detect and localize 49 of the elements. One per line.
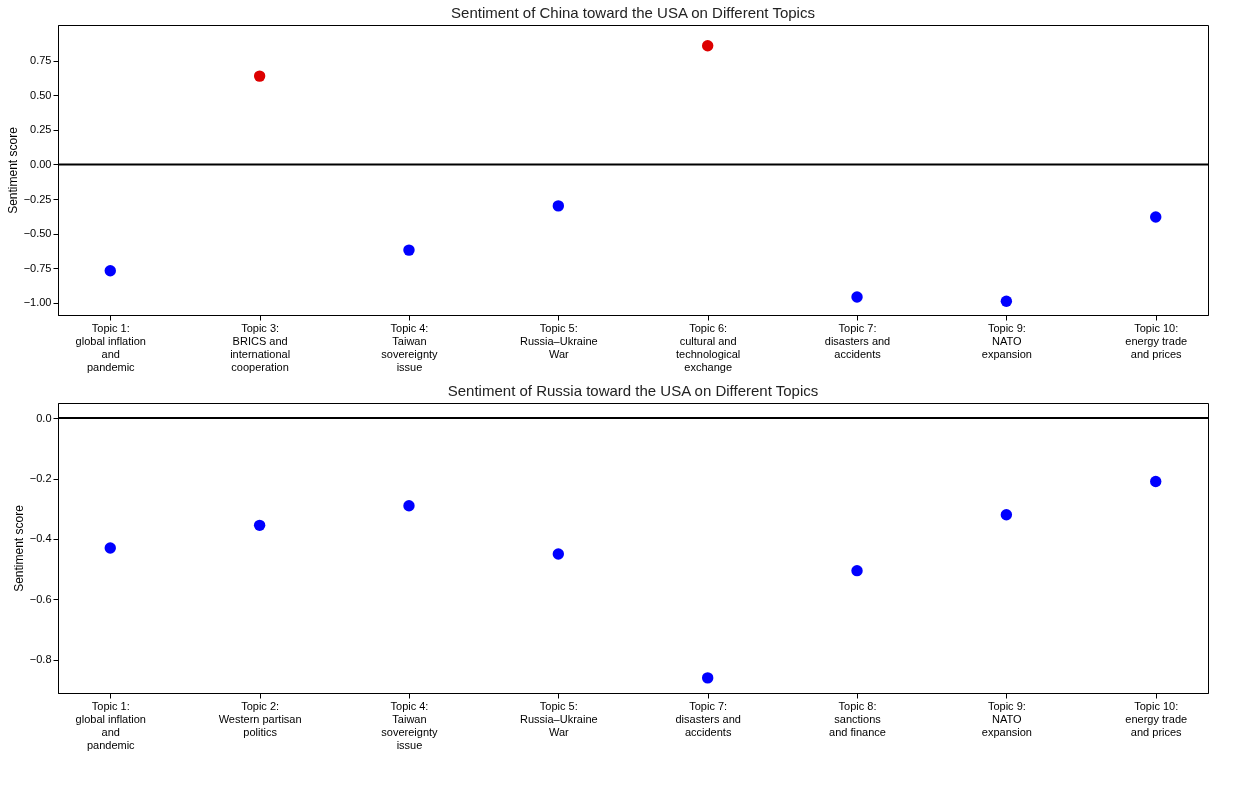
- x-tick-label: Topic 4: Taiwan sovereignty issue: [381, 699, 439, 751]
- x-tick-label: Topic 2: Western partisan politics: [218, 699, 302, 738]
- point: [104, 542, 116, 554]
- y-axis-title: Sentiment score: [11, 504, 26, 592]
- x-tick-label: Topic 6: cultural and technological exchange: [676, 321, 741, 373]
- x-tick-label: Topic 9: NATO expansion: [981, 321, 1032, 360]
- chart-title: Sentiment of Russia toward the USA on Different Topics: [447, 382, 819, 399]
- point: [701, 672, 714, 684]
- x-tick-label: Topic 9: NATO expansion: [981, 699, 1032, 738]
- y-tick-label: −0.50: [23, 227, 52, 240]
- x-tick-label: Topic 8: sanctions and finance: [829, 699, 886, 738]
- x-tick-label: Topic 4: Taiwan sovereignty issue: [381, 321, 439, 373]
- x-tick-label: Topic 7: disasters and accidents: [675, 699, 741, 738]
- chart-title: Sentiment of China toward the USA on Different Topics: [451, 4, 815, 21]
- point: [1000, 295, 1013, 307]
- x-tick-label: Topic 7: disasters and accidents: [824, 321, 891, 360]
- point: [1150, 475, 1162, 488]
- x-tick-label: Topic 10: energy trade and prices: [1125, 699, 1188, 738]
- x-tick-label: Topic 1: global inflation and pandemic: [75, 321, 146, 373]
- point: [253, 519, 266, 532]
- x-tick-label: Topic 1: global inflation and pandemic: [75, 699, 146, 751]
- point: [552, 548, 565, 560]
- y-axis-title: Sentiment score: [5, 126, 20, 214]
- y-tick-label: 0.25: [30, 123, 52, 136]
- point: [851, 564, 863, 577]
- y-tick-label: −0.6: [29, 592, 52, 605]
- y-tick-label: −1.00: [23, 296, 52, 309]
- y-tick-label: −0.2: [29, 472, 52, 485]
- point: [851, 291, 863, 303]
- point: [701, 40, 714, 52]
- point: [1150, 211, 1162, 223]
- x-tick-label: Topic 5: Russia–Ukraine War: [520, 321, 598, 360]
- y-tick-label: −0.4: [29, 532, 52, 545]
- x-tick-label: Topic 5: Russia–Ukraine War: [520, 699, 598, 738]
- y-tick-label: 0.0: [36, 411, 52, 424]
- x-tick-label: Topic 10: energy trade and prices: [1125, 321, 1188, 360]
- point: [403, 500, 415, 512]
- y-tick-label: −0.75: [23, 261, 52, 274]
- point: [552, 200, 565, 212]
- point: [403, 244, 415, 256]
- point: [253, 70, 266, 82]
- x-tick-label: Topic 3: BRICS and international cooperation: [230, 321, 291, 373]
- y-tick-label: 0.50: [30, 88, 52, 101]
- y-tick-label: 0.75: [30, 54, 52, 67]
- y-tick-label: −0.25: [23, 192, 52, 205]
- point: [104, 265, 116, 277]
- y-tick-label: 0.00: [30, 157, 52, 170]
- point: [1000, 509, 1013, 521]
- y-tick-label: −0.8: [29, 653, 52, 666]
